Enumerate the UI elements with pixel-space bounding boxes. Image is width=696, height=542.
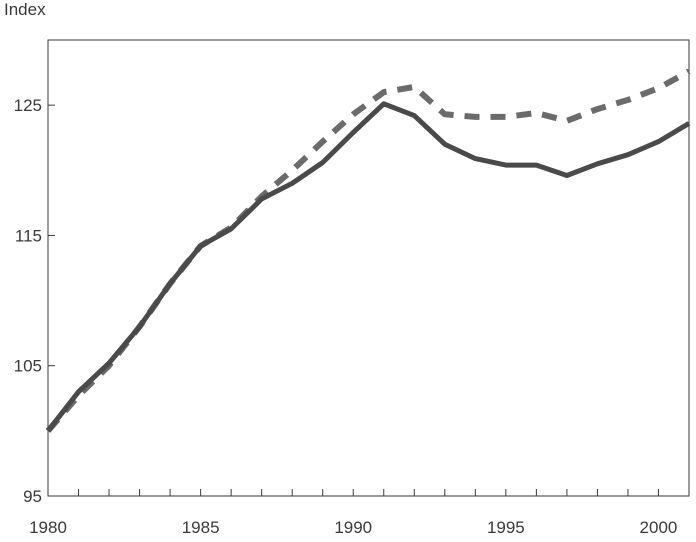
x-tick-label: 1990 — [334, 518, 372, 537]
y-tick-label: 115 — [15, 226, 42, 245]
y-tick-label: 95 — [23, 487, 42, 506]
y-axis-title: Index — [4, 0, 46, 19]
series-line-dashed — [45, 68, 691, 433]
series-layer — [45, 68, 691, 433]
x-axis-ticks: 1980 1985 1990 1995 2000 — [29, 489, 690, 537]
series-line-solid — [46, 101, 691, 433]
x-tick-label: 1980 — [29, 518, 67, 537]
y-tick-label: 125 — [14, 96, 42, 115]
plot-frame — [47, 39, 690, 497]
y-tick-label: 105 — [14, 357, 42, 376]
y-axis-ticks: 95 105 115 125 — [14, 96, 55, 506]
x-tick-label: 1995 — [487, 518, 525, 537]
x-tick-label: 1985 — [182, 518, 220, 537]
x-tick-label: 2000 — [640, 518, 678, 537]
